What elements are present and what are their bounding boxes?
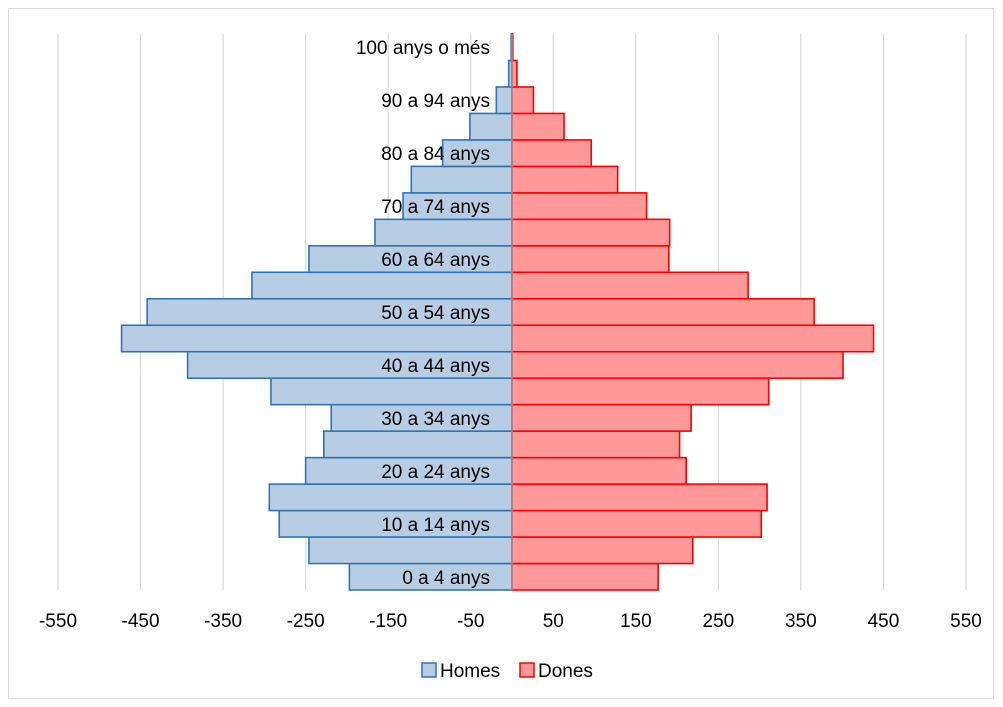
legend-item-homes: Homes	[421, 661, 500, 682]
x-tick-labels: -550 -450 -350 -250 -150 -50 50 150 250 350 450 550	[39, 611, 982, 632]
bar-homes	[251, 271, 513, 300]
bar-dones	[511, 509, 763, 538]
bar-homes	[120, 324, 513, 353]
bar-homes	[308, 536, 513, 565]
bar-dones	[511, 271, 749, 300]
bar-homes	[330, 403, 513, 432]
bar-dones	[511, 377, 770, 406]
bar-homes	[186, 350, 513, 379]
x-tick-label: 350	[785, 611, 817, 632]
legend: Homes Dones	[421, 661, 593, 682]
bar-dones	[511, 562, 659, 591]
category-label: 20 a 24 anys	[381, 462, 490, 483]
category-label: 30 a 34 anys	[381, 409, 490, 430]
bar-dones	[511, 403, 692, 432]
bar-dones	[511, 192, 648, 221]
category-label: 80 a 84 anys	[381, 144, 490, 165]
category-label: 90 a 94 anys	[381, 91, 490, 112]
category-labels: 0 a 4 anys 10 a 14 anys 20 a 24 anys 30 a 3…	[356, 38, 490, 589]
bar-homes	[268, 483, 513, 512]
bar-dones	[511, 350, 844, 379]
x-tick-label: -350	[204, 611, 242, 632]
bar-dones	[511, 536, 694, 565]
category-label: 60 a 64 anys	[381, 250, 490, 271]
bar-dones	[511, 297, 815, 327]
x-tick-label: 450	[868, 611, 900, 632]
x-tick-label: 150	[620, 611, 652, 632]
x-tick-label: -250	[287, 611, 325, 632]
bar-dones	[511, 139, 593, 168]
legend-item-dones: Dones	[519, 661, 593, 682]
bar-dones	[511, 245, 670, 274]
bar-homes	[374, 218, 513, 247]
bars	[120, 33, 875, 591]
bar-dones	[511, 218, 671, 247]
x-tick-label: 250	[703, 611, 735, 632]
bar-homes	[441, 139, 513, 168]
x-tick-label: 50	[543, 611, 564, 632]
bar-homes	[270, 377, 513, 406]
bar-dones	[511, 430, 681, 459]
bar-homes	[322, 430, 513, 459]
legend-label-dones: Dones	[538, 661, 593, 682]
legend-swatch-homes	[421, 662, 437, 678]
x-tick-label: -550	[39, 611, 77, 632]
bar-homes	[495, 86, 513, 115]
bar-homes	[469, 112, 513, 141]
bar-dones	[511, 165, 619, 194]
legend-label-homes: Homes	[440, 661, 500, 682]
category-label: 50 a 54 anys	[381, 303, 490, 324]
bar-dones	[511, 112, 565, 141]
bar-dones	[511, 86, 535, 115]
x-tick-label: -450	[122, 611, 160, 632]
bar-homes	[146, 297, 513, 327]
legend-swatch-dones	[519, 662, 535, 678]
category-label: 40 a 44 anys	[381, 356, 490, 377]
x-tick-label: -150	[369, 611, 407, 632]
bar-homes	[410, 165, 513, 194]
bar-dones	[511, 456, 687, 485]
category-label: 100 anys o més	[356, 38, 490, 59]
x-tick-label: 550	[950, 611, 982, 632]
bar-dones	[511, 483, 768, 512]
bar-dones	[511, 324, 875, 353]
category-label: 70 a 74 anys	[381, 197, 490, 218]
category-label: 0 a 4 anys	[402, 568, 490, 589]
bar-dones	[511, 59, 518, 88]
category-label: 10 a 14 anys	[381, 515, 490, 536]
x-tick-label: -50	[457, 611, 484, 632]
